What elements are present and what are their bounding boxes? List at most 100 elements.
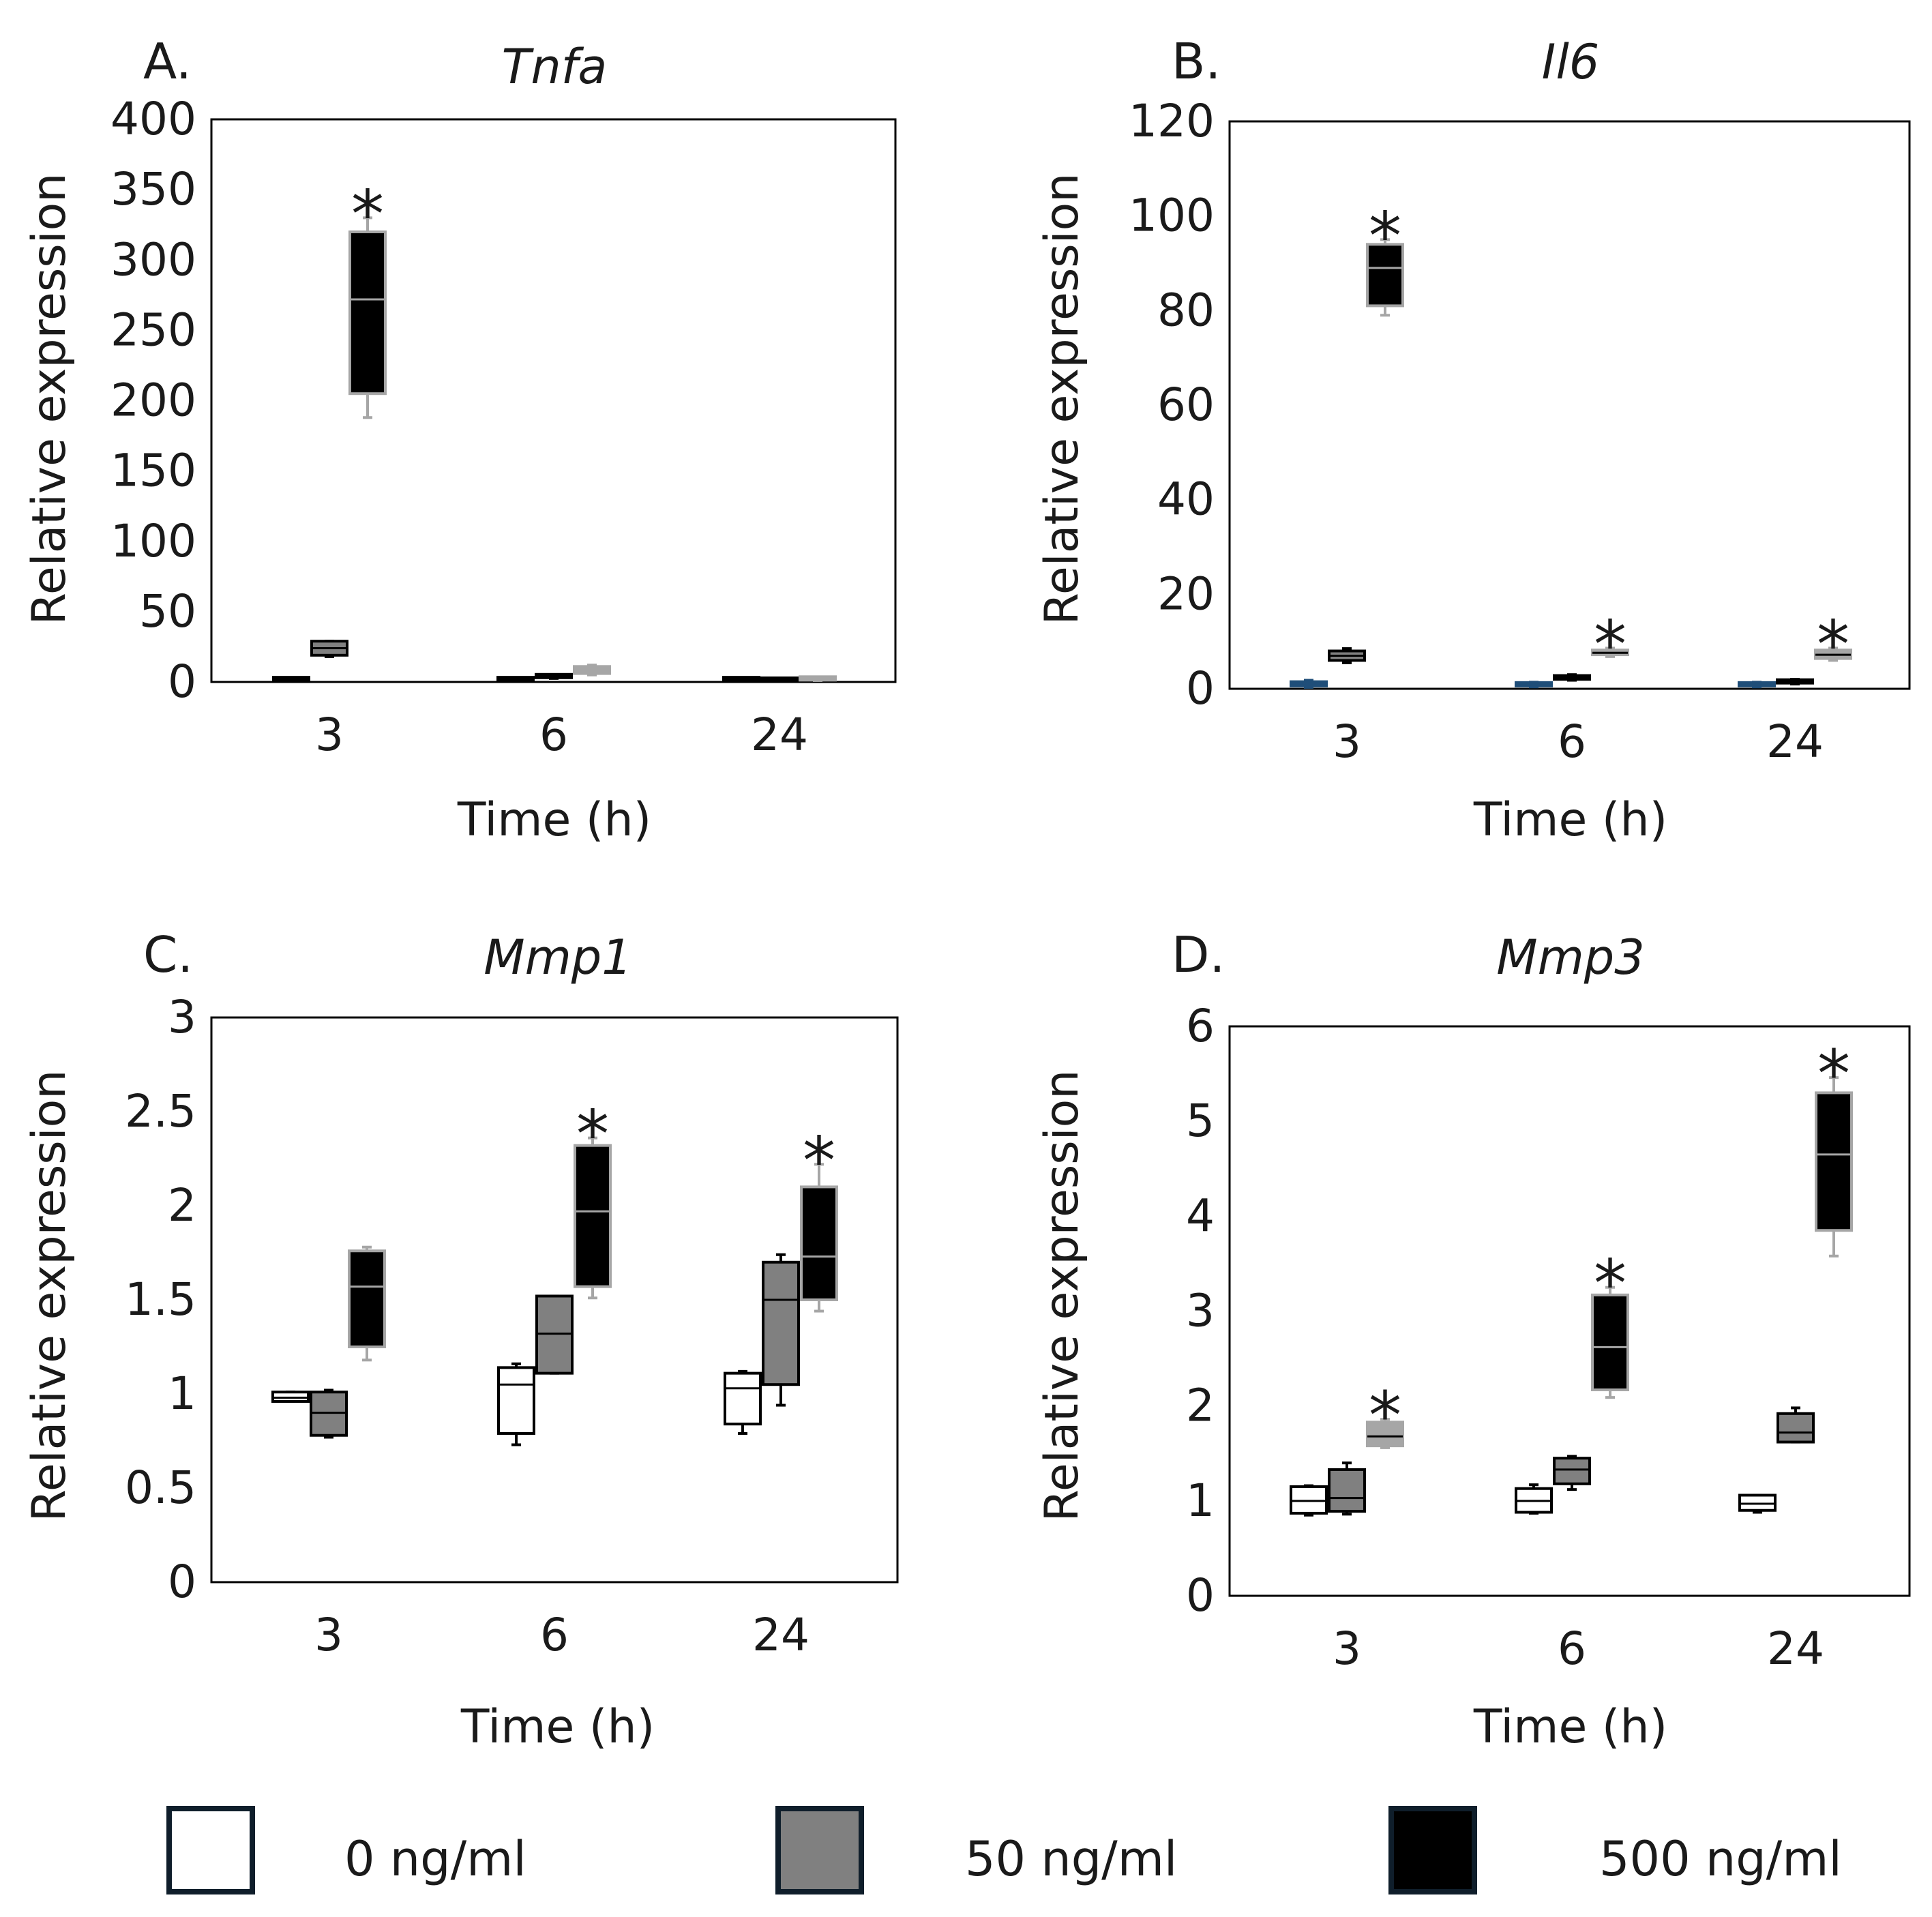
box-1-1 [535,672,573,680]
panel-label: B. [1172,33,1221,90]
box-body [800,1185,838,1302]
significance-star: * [1594,1246,1626,1322]
x-tick-label: 24 [1767,1622,1824,1675]
x-tick-label: 24 [752,1609,809,1661]
x-tick-label: 24 [1766,715,1824,768]
box-0-0 [271,1391,310,1403]
legend-swatch-50ng [775,1806,864,1894]
legend-swatch-0ng [166,1806,255,1894]
box-body [762,1260,800,1386]
box-0-1 [496,676,535,683]
y-tick-label: 0.5 [125,1461,196,1514]
panel-c: C. Mmp1 Relative expression Time (h) 0 0.… [23,926,899,1754]
box-1-1 [1553,1455,1591,1491]
significance-star: * [576,1097,609,1173]
panel-b: B. Il6 Relative expression Time (h) 0 20 4… [1035,33,1911,847]
box-0-2 [1738,1494,1777,1514]
panel-label: D. [1172,926,1225,983]
x-tick-label: 3 [314,1609,343,1661]
box-2-0 [348,216,387,419]
y-tick-label: 100 [1129,190,1215,242]
box-body [1777,1412,1815,1444]
y-axis-label: Relative expression [23,173,76,625]
y-axis-label: Relative expression [1035,173,1089,625]
y-tick-label: 0 [1186,662,1215,715]
y-tick-label: 5 [1186,1095,1215,1147]
y-tick-label: 1 [1186,1474,1215,1527]
significance-star: * [1369,1378,1401,1454]
box-body [348,1249,386,1348]
box-body [1366,243,1404,308]
box-0-2 [724,1369,762,1435]
box-2-1 [574,1136,612,1300]
box-2-0 [1366,1418,1404,1449]
y-tick-label: 2 [168,1179,196,1232]
x-tick-label: 6 [1558,715,1586,768]
x-tick-label: 3 [315,709,344,761]
y-tick-label: 120 [1129,95,1215,147]
box-body [1815,1091,1853,1232]
box-2-2 [1814,647,1852,662]
y-tick-label: 0 [168,655,196,708]
y-tick-label: 300 [110,233,196,286]
plot-frame [1228,1025,1911,1597]
panel-label: C. [143,926,193,983]
box-body [1553,1457,1591,1485]
box-body [574,1144,612,1288]
panel-d: D. Mmp3 Relative expression Time (h) 0 1 2… [1035,926,1911,1754]
box-body [348,231,387,396]
plot-frame [1228,120,1911,690]
box-2-2 [1815,1076,1853,1258]
box-0-1 [1515,1483,1553,1515]
panel-a: A. Tnfa Relative expression Time (h) 0 50… [23,33,897,847]
significance-star: * [1594,606,1626,683]
plot-frame [210,1016,899,1584]
box-1-2 [762,1253,800,1407]
y-tick-label: 3 [1186,1285,1215,1337]
box-2-1 [1591,1286,1629,1399]
y-tick-label: 200 [110,374,196,427]
y-tick-label: 2.5 [125,1085,196,1138]
box-1-2 [760,676,799,683]
y-tick-label: 100 [110,515,196,567]
box-0-2 [1738,681,1776,689]
box-2-2 [799,675,837,682]
significance-star: * [1817,606,1849,683]
legend-swatch-500ng [1388,1806,1477,1894]
y-tick-label: 350 [110,163,196,216]
box-1-2 [1776,678,1814,686]
legend-label: 500 ng/ml [1599,1831,1842,1887]
box-2-0 [348,1245,386,1362]
box-2-1 [1591,647,1629,658]
y-tick-label: 6 [1186,1000,1215,1052]
y-tick-label: 1.5 [125,1273,196,1326]
box-2-0 [1366,238,1404,317]
legend: 0 ng/ml 50 ng/ml 500 ng/ml [166,1806,1842,1894]
y-axis-label: Relative expression [1035,1070,1089,1522]
significance-star: * [1369,198,1401,274]
box-body [1366,1421,1404,1448]
legend-label: 50 ng/ml [965,1831,1177,1887]
box-0-1 [497,1362,535,1446]
x-axis-label: Time (h) [460,1700,655,1754]
y-tick-label: 50 [139,585,196,638]
box-0-2 [722,676,760,683]
legend-label: 0 ng/ml [344,1831,526,1887]
x-axis-label: Time (h) [1473,1700,1667,1754]
gene-title: Mmp1 [484,930,632,985]
y-tick-label: 60 [1157,378,1215,431]
x-tick-label: 3 [1333,1622,1361,1675]
box-body [497,1366,535,1435]
gene-title: Tnfa [502,39,608,95]
x-tick-label: 24 [751,709,808,761]
y-tick-label: 400 [110,93,196,145]
plot-area: 0 1 2 3 4 5 6 3 6 24 * * * [1186,1000,1911,1675]
x-tick-label: 6 [1558,1622,1586,1675]
y-tick-label: 80 [1157,284,1215,336]
y-tick-label: 4 [1186,1189,1215,1242]
plot-area: 0 50 100 150 200 250 300 350 400 3 6 24 * [110,93,897,761]
plot-frame [210,118,897,683]
box-body [1591,1293,1629,1392]
box-1-2 [1777,1406,1815,1444]
